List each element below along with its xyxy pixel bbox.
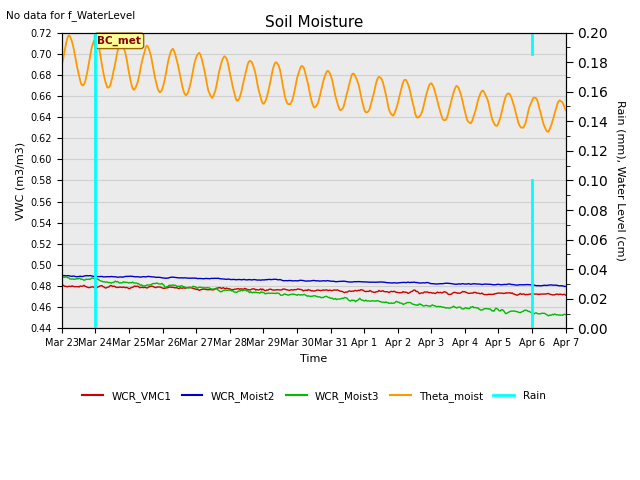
Y-axis label: Rain (mm), Water Level (cm): Rain (mm), Water Level (cm) <box>615 100 625 261</box>
Y-axis label: VWC (m3/m3): VWC (m3/m3) <box>15 142 25 219</box>
Legend: WCR_VMC1, WCR_Moist2, WCR_Moist3, Theta_moist, Rain: WCR_VMC1, WCR_Moist2, WCR_Moist3, Theta_… <box>78 387 550 406</box>
Text: No data for f_WaterLevel: No data for f_WaterLevel <box>6 10 136 21</box>
Text: BC_met: BC_met <box>97 36 141 46</box>
X-axis label: Time: Time <box>300 354 328 363</box>
Title: Soil Moisture: Soil Moisture <box>264 15 363 30</box>
